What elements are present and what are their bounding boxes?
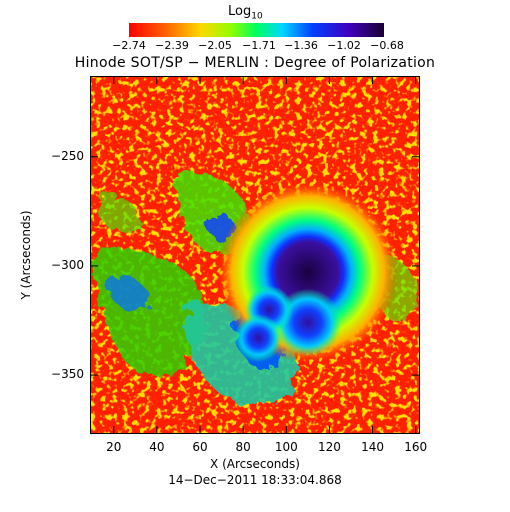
- colorbar-title-subscript: 10: [251, 11, 263, 22]
- colorbar: [129, 23, 384, 37]
- x-tick-label: 160: [404, 440, 428, 454]
- colorbar-title-main: Log: [228, 4, 252, 19]
- x-tick-label: 40: [149, 440, 165, 454]
- colorbar-tick-label: −1.36: [284, 39, 318, 52]
- heatmap-plot: [90, 76, 420, 434]
- feature-layer: [217, 182, 398, 363]
- x-tick-label: 80: [235, 440, 251, 454]
- colorbar-tick-label: −2.39: [155, 39, 189, 52]
- colorbar-tick-labels: −2.74 −2.39 −2.05 −1.71 −1.36 −1.02 −0.6…: [104, 39, 414, 53]
- x-tick-label: 100: [274, 440, 298, 454]
- plot-frame: [90, 76, 420, 434]
- y-tick-label: −300: [51, 257, 84, 272]
- colorbar-tick-label: −1.02: [327, 39, 361, 52]
- x-tick-label: 120: [317, 440, 341, 454]
- colorbar-tick-label: −1.71: [242, 39, 276, 52]
- y-tick-label: −250: [51, 148, 84, 163]
- colorbar-tick-label: −2.05: [198, 39, 232, 52]
- plage-region: [98, 194, 141, 233]
- colorbar-tick-label: −2.74: [112, 39, 146, 52]
- colorbar-tick-label: −0.68: [370, 39, 404, 52]
- pore: [234, 313, 283, 362]
- x-tick-label: 60: [192, 440, 208, 454]
- x-tick-label: 140: [361, 440, 384, 454]
- timestamp: 14−Dec−2011 18:33:04.868: [168, 473, 342, 487]
- x-axis-label: X (Arcseconds): [210, 457, 300, 471]
- plage-core: [106, 274, 149, 312]
- x-tick-label: 20: [106, 440, 122, 454]
- chart-title: Hinode SOT/SP − MERLIN : Degree of Polar…: [74, 55, 436, 71]
- colorbar-title: Log10: [228, 4, 263, 22]
- colorbar-gradient: [129, 23, 384, 37]
- y-axis-label: Y (Arcseconds): [19, 210, 33, 300]
- y-tick-label: −350: [51, 367, 84, 382]
